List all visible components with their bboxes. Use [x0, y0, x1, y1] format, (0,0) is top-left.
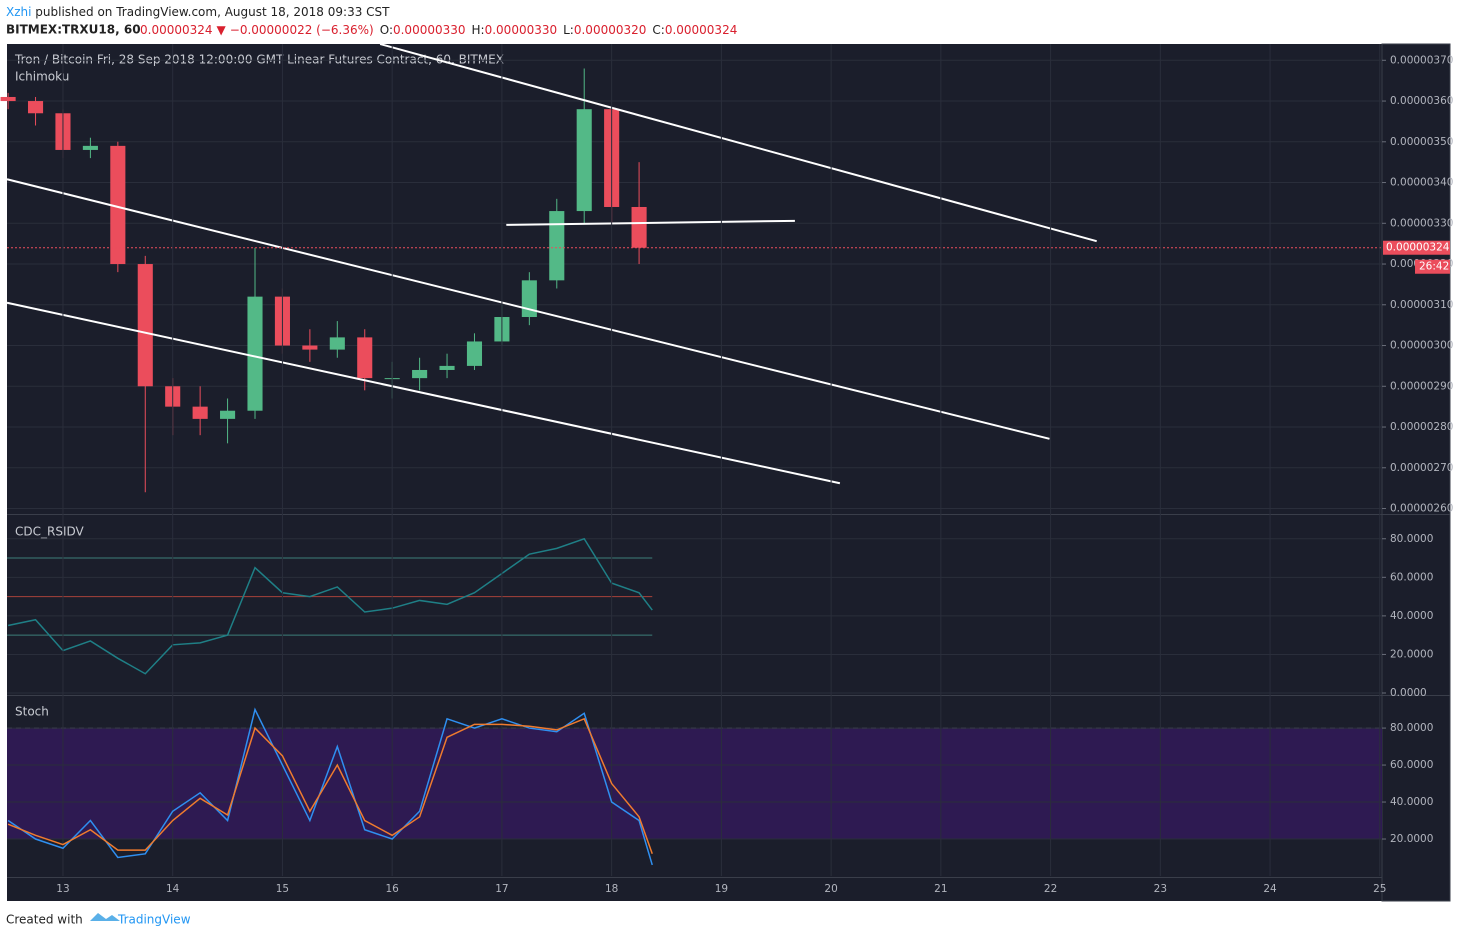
candle-body: [137, 264, 153, 387]
y-tick-label: 60.0000: [1390, 759, 1433, 771]
candle-body: [576, 109, 592, 212]
header-text: published on TradingView.com, August 18,…: [31, 5, 390, 19]
candle-body: [82, 145, 98, 150]
trendline: [6, 301, 841, 485]
y-tick-label: 0.0000: [1390, 687, 1427, 699]
x-tick-label: 25: [1373, 883, 1386, 895]
candle-body: [466, 341, 483, 366]
x-tick-label: 19: [715, 883, 728, 895]
candle-body: [110, 145, 126, 265]
countdown-box: [1415, 259, 1450, 274]
series-line: [7, 537, 653, 675]
ohlc-label: H:: [472, 23, 485, 37]
y-tick-label: 60.0000: [1390, 571, 1433, 583]
candle-body: [27, 101, 44, 114]
ohlc-value: 0.00000330: [485, 23, 558, 37]
arrow: ▼: [217, 23, 227, 37]
candle-body: [439, 365, 455, 370]
countdown-label: 26:42: [1419, 261, 1449, 273]
indicator-name: Ichimoku: [15, 70, 69, 84]
y-tick-label: 0.00000360: [1390, 95, 1453, 107]
price: 0.00000324: [140, 23, 213, 37]
ohlc-label: L:: [563, 23, 574, 37]
x-tick-label: 24: [1263, 883, 1277, 895]
header: Xzhi published on TradingView.com, Augus…: [6, 5, 390, 19]
y-tick-label: 20.0000: [1390, 648, 1433, 660]
x-tick-label: 15: [276, 883, 289, 895]
quote-line: 0.00000324 ▼ −0.00000022 (−6.36%) O:0.00000…: [140, 23, 737, 37]
y-tick-label: 0.00000310: [1390, 299, 1453, 311]
chart-title: Tron / Bitcoin Fri, 28 Sep 2018 12:00:00…: [14, 53, 504, 67]
candle-body: [192, 406, 208, 419]
candle-body: [220, 410, 236, 419]
change: −0.00000022 (−6.36%): [230, 23, 374, 37]
candle-body: [631, 206, 647, 248]
y-tick-label: 40.0000: [1390, 796, 1433, 808]
x-tick-label: 16: [385, 883, 399, 895]
ohlc-label: C:: [652, 23, 664, 37]
y-tick-label: 0.00000300: [1390, 340, 1453, 352]
candle-body: [412, 369, 428, 379]
y-tick-label: 80.0000: [1390, 533, 1433, 545]
ohlc-value: 0.00000330: [393, 23, 466, 37]
y-tick-label: 0.00000260: [1390, 503, 1453, 515]
trendline: [6, 178, 1050, 440]
last-price-box: [1383, 240, 1450, 255]
footer-brand[interactable]: TradingView: [117, 913, 191, 927]
price-axis: [1381, 43, 1451, 902]
band: [7, 728, 1382, 840]
candle-body: [357, 337, 373, 379]
last-price-label: 0.00000324: [1386, 242, 1450, 254]
y-tick-label: 0.00000280: [1390, 421, 1453, 433]
y-tick-label: 80.0000: [1390, 722, 1433, 734]
series-line: [7, 707, 653, 866]
x-tick-label: 21: [934, 883, 947, 895]
x-tick-label: 23: [1154, 883, 1167, 895]
ohlc-value: 0.00000324: [665, 23, 738, 37]
y-tick-label: 0.00000270: [1390, 462, 1453, 474]
x-tick-label: 22: [1044, 883, 1057, 895]
footer-text: Created with: [6, 913, 83, 927]
y-tick-label: 0.00000340: [1390, 177, 1453, 189]
candle-body: [0, 96, 16, 102]
x-tick-label: 18: [605, 883, 618, 895]
x-tick-label: 13: [56, 883, 69, 895]
candle-body: [329, 337, 345, 350]
trendline: [379, 43, 1097, 243]
ohlc-value: 0.00000320: [574, 23, 647, 37]
x-tick-label: 20: [824, 883, 837, 895]
brand-logo: [90, 913, 120, 921]
indicator-name: Stoch: [15, 705, 49, 719]
y-tick-label: 40.0000: [1390, 610, 1433, 622]
user: Xzhi: [6, 5, 31, 19]
x-tick-label: 17: [495, 883, 508, 895]
y-tick-label: 0.00000370: [1390, 54, 1453, 66]
candle-body: [247, 296, 263, 411]
ohlc-label: O:: [380, 23, 393, 37]
candle-body: [549, 211, 565, 281]
y-tick-label: 0.00000330: [1390, 217, 1453, 229]
candle-body: [302, 345, 318, 350]
indicator-name: CDC_RSIDV: [15, 525, 85, 539]
x-tick-label: 14: [166, 883, 180, 895]
y-tick-label: 0.00000350: [1390, 136, 1453, 148]
trendline: [506, 219, 795, 226]
symbol: BITMEX:TRXU18, 60: [6, 23, 141, 37]
series-line: [7, 717, 653, 855]
y-tick-label: 0.00000290: [1390, 380, 1453, 392]
y-tick-label: 20.0000: [1390, 833, 1433, 845]
